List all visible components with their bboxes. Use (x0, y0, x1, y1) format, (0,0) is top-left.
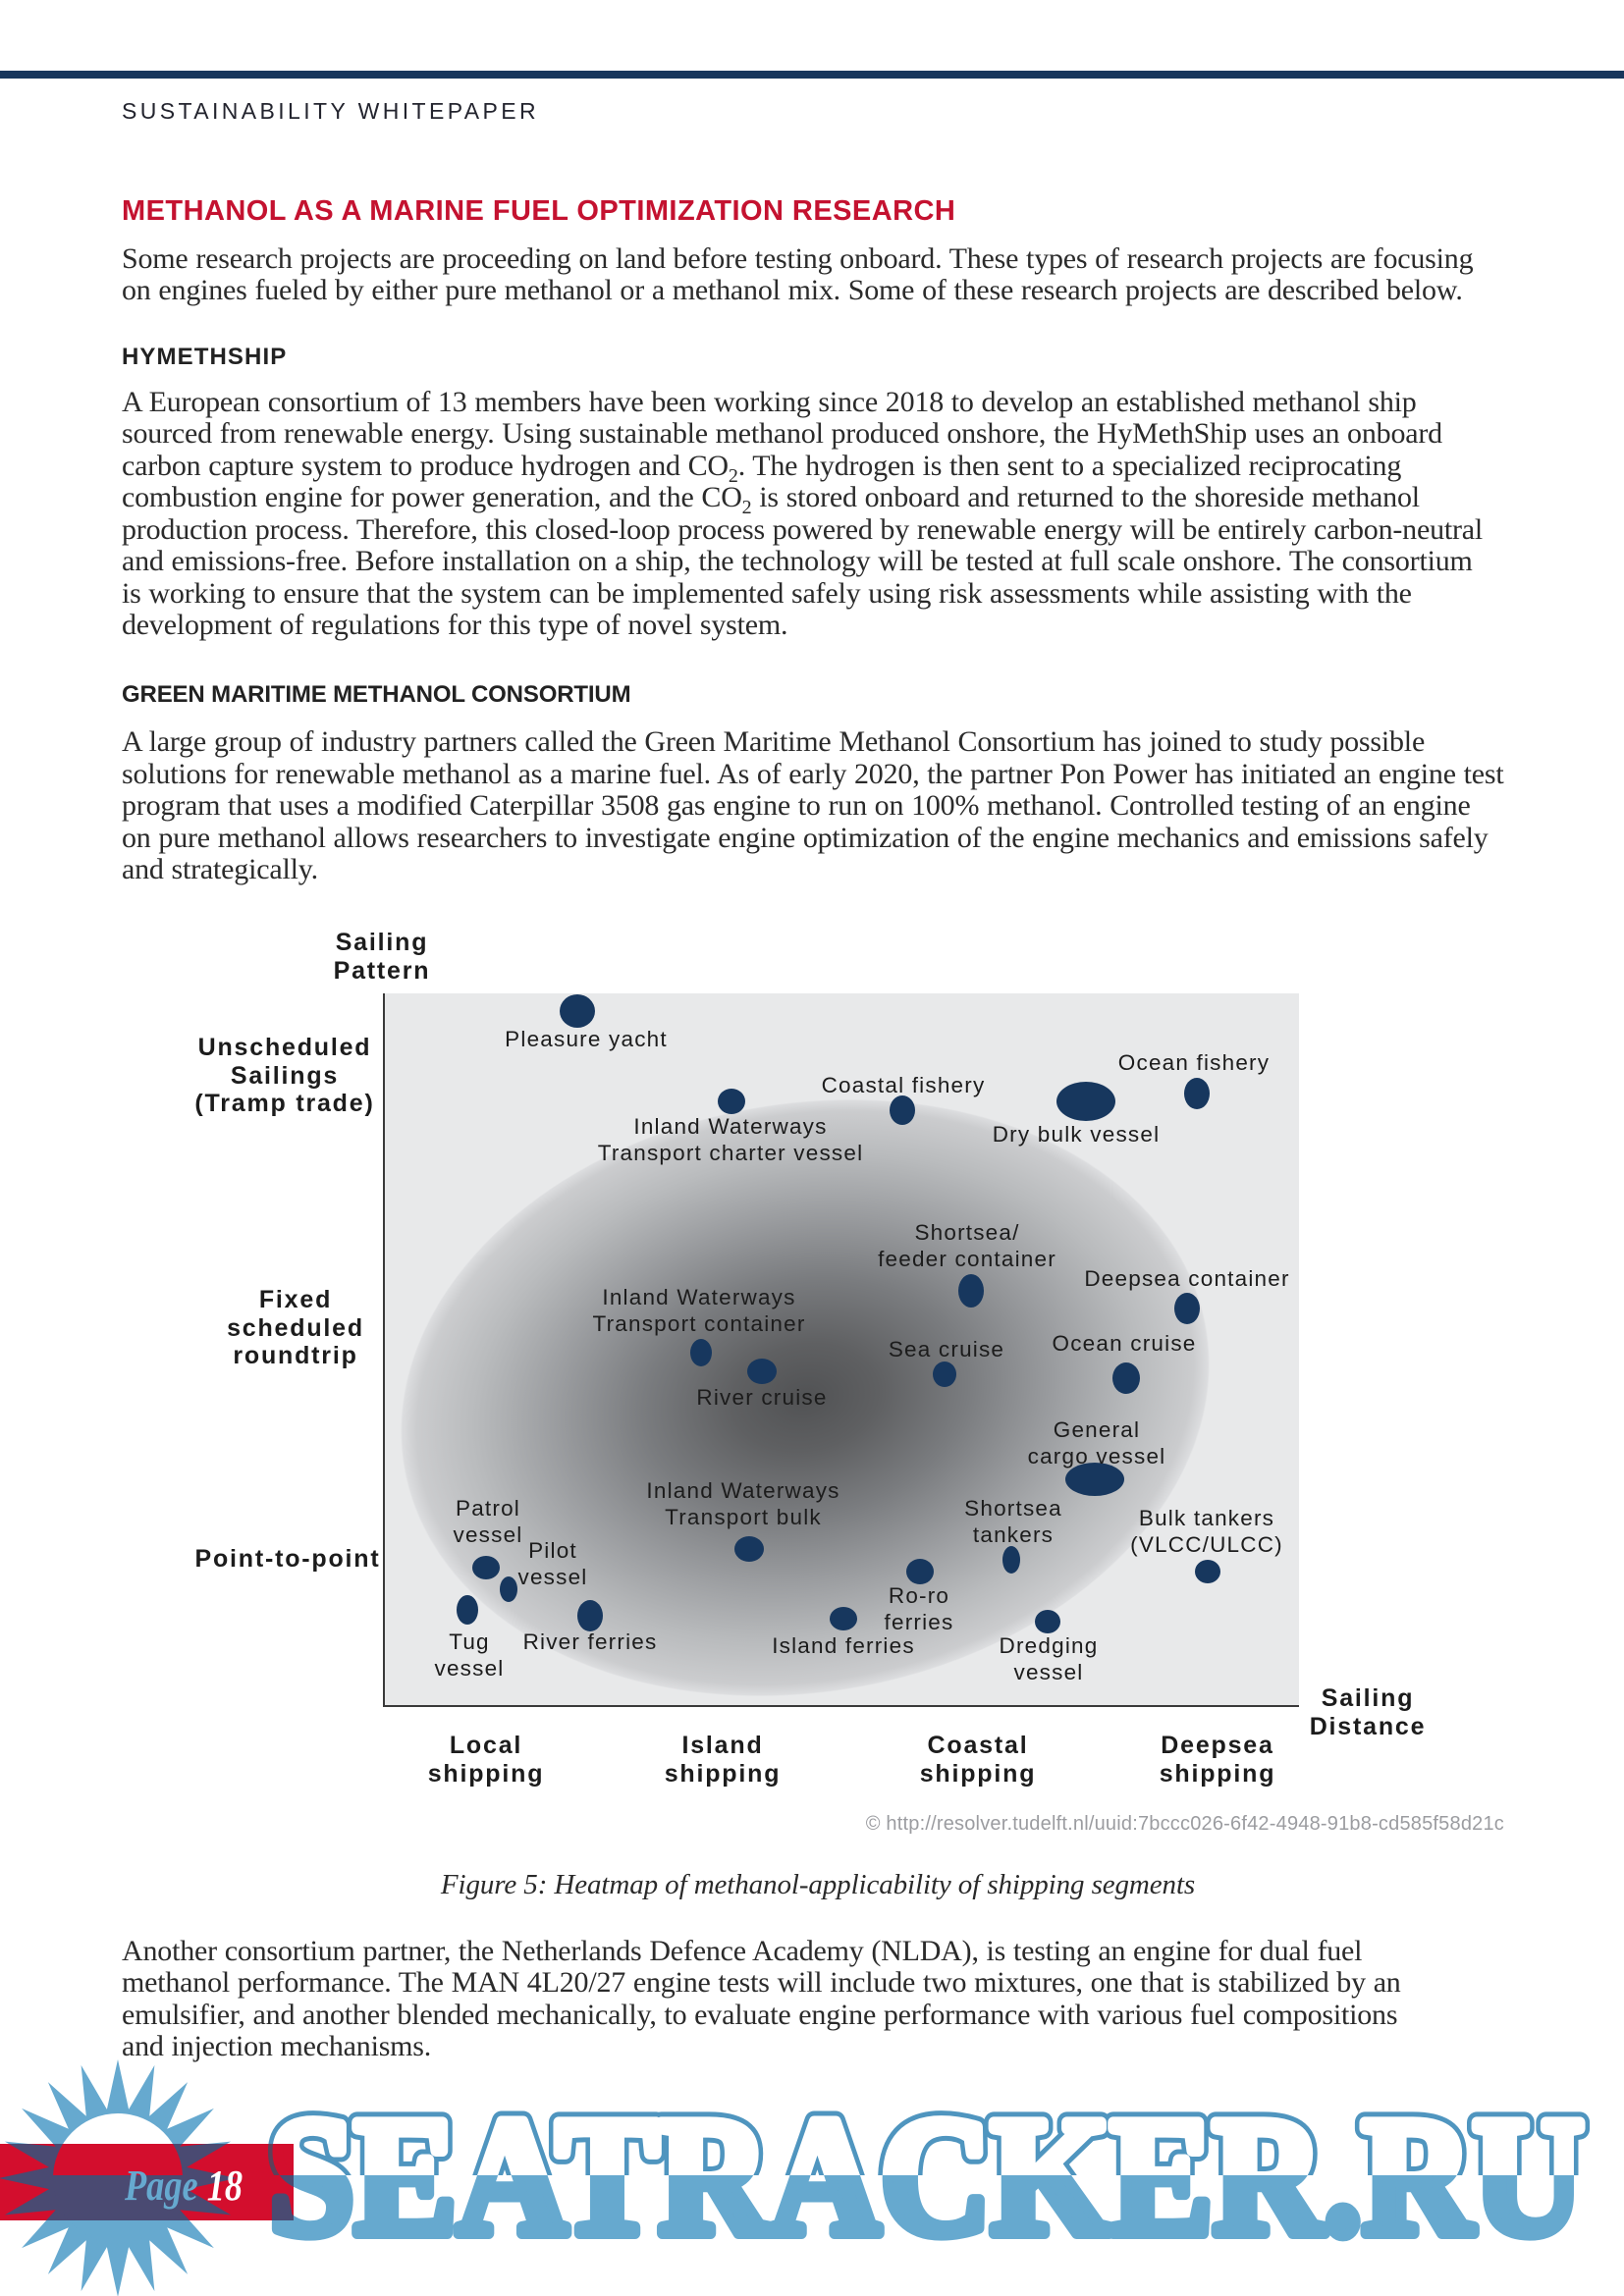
svg-text:Page 18: Page 18 (124, 2162, 243, 2210)
